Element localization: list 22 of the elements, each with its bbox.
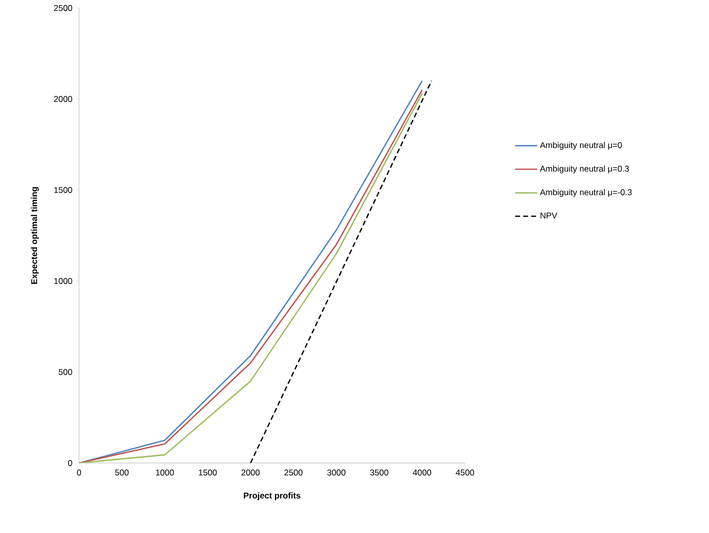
y-axis-title: Expected optimal timing bbox=[30, 187, 39, 284]
x-tick-label: 4000 bbox=[412, 470, 432, 476]
legend-label: Ambiguity neutral μ=-0.3 bbox=[540, 189, 632, 197]
x-tick-label: 1000 bbox=[156, 470, 174, 476]
x-tick-label: 500 bbox=[115, 470, 129, 476]
legend-label: Ambiguity neutral μ=0 bbox=[540, 142, 622, 150]
y-tick-label: 500 bbox=[58, 369, 72, 375]
x-tick-label: 3000 bbox=[327, 470, 346, 476]
x-tick-label: 2000 bbox=[242, 470, 260, 476]
legend-label: Ambiguity neutral μ=0.3 bbox=[540, 165, 629, 174]
y-tick-label: 1500 bbox=[54, 187, 72, 193]
y-tick-label: 2000 bbox=[54, 96, 72, 102]
x-tick-label: 2500 bbox=[284, 470, 303, 476]
y-tick-label: 0 bbox=[68, 460, 72, 466]
y-tick-label: 2500 bbox=[54, 5, 72, 11]
x-axis-title: Project profits bbox=[244, 492, 300, 500]
x-tick-label: 3500 bbox=[370, 470, 388, 476]
y-tick-label: 1000 bbox=[54, 278, 72, 284]
x-tick-label: 0 bbox=[76, 470, 82, 476]
x-tick-label: 4500 bbox=[456, 470, 474, 476]
legend-label: NPV bbox=[540, 212, 558, 218]
x-tick-label: 1500 bbox=[198, 470, 217, 476]
